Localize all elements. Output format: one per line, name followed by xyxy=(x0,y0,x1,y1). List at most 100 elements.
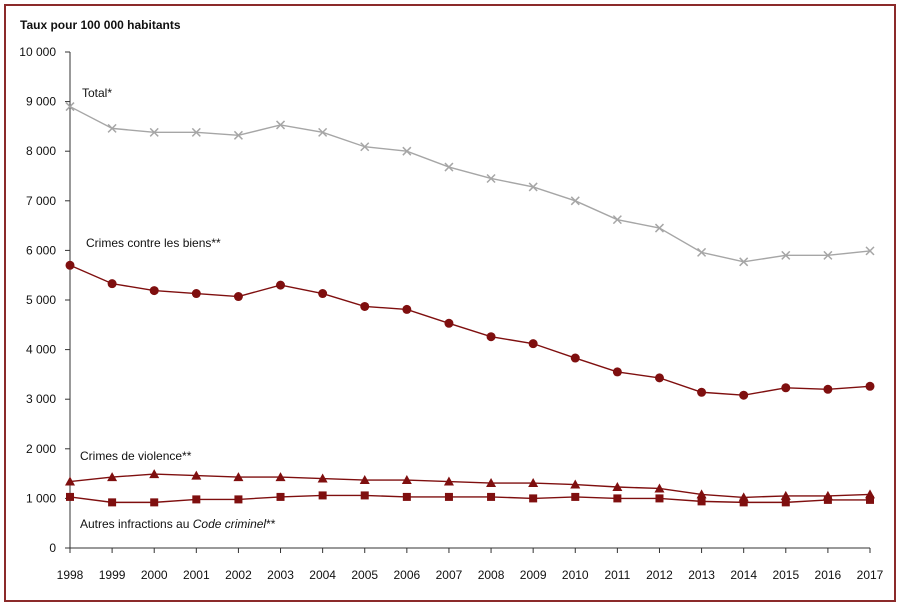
y-axis-title: Taux pour 100 000 habitants xyxy=(20,18,181,32)
annotation-layer: Total* Crimes contre les biens** Crimes … xyxy=(80,86,276,531)
point-violence xyxy=(780,490,791,500)
point-autres xyxy=(697,497,706,506)
label-autres-prefix: Autres infractions au xyxy=(80,517,193,531)
point-autres xyxy=(444,492,453,501)
point-total xyxy=(444,162,454,172)
point-total xyxy=(149,127,159,137)
label-violence: Crimes de violence** xyxy=(80,449,192,463)
point-biens xyxy=(402,304,412,314)
point-autres xyxy=(866,495,874,504)
point-biens xyxy=(360,301,370,311)
point-biens xyxy=(781,383,791,393)
point-biens xyxy=(823,384,833,394)
point-total xyxy=(402,146,412,156)
x-tick-label: 2014 xyxy=(730,568,757,582)
y-tick-label: 3 000 xyxy=(26,392,56,406)
point-total xyxy=(275,120,286,130)
point-biens xyxy=(865,381,875,391)
point-autres xyxy=(823,495,832,504)
x-tick-label: 2004 xyxy=(309,568,336,582)
point-total xyxy=(570,196,580,206)
x-tick-label: 2002 xyxy=(225,568,252,582)
label-total: Total* xyxy=(82,86,112,100)
point-autres xyxy=(276,492,285,501)
y-tick-label: 7 000 xyxy=(26,194,56,208)
x-tick-label: 1998 xyxy=(57,568,84,582)
point-autres xyxy=(150,498,159,507)
point-biens xyxy=(612,367,622,377)
series-line-violence xyxy=(69,473,871,499)
point-violence xyxy=(528,478,539,488)
point-total xyxy=(65,102,75,112)
point-total xyxy=(486,173,496,184)
series-line-total xyxy=(69,105,871,263)
axes: 0 1 000 2 000 3 000 4 000 5 000 6 000 7 000 8 00… xyxy=(19,45,883,582)
x-tick-label: 2017 xyxy=(857,568,884,582)
point-total xyxy=(697,247,707,257)
point-total xyxy=(865,246,875,256)
y-tick-label: 2 000 xyxy=(26,442,56,456)
label-autres-italic: Code criminel xyxy=(193,517,267,531)
point-autres xyxy=(487,492,496,501)
series-autres xyxy=(66,491,874,507)
x-tick-label: 2011 xyxy=(604,568,630,582)
point-violence xyxy=(107,472,118,482)
x-tick-label: 2001 xyxy=(183,568,210,582)
point-autres xyxy=(739,498,748,507)
x-tick-label: 2013 xyxy=(688,568,715,582)
series-line-autres xyxy=(69,494,870,504)
point-biens xyxy=(570,353,580,363)
series-line-biens xyxy=(69,264,871,396)
x-tick-label: 2006 xyxy=(393,568,420,582)
label-autres-suffix: ** xyxy=(266,517,276,531)
point-biens xyxy=(697,387,707,397)
point-violence xyxy=(191,470,202,480)
x-tick-label: 2010 xyxy=(562,568,589,582)
point-biens xyxy=(654,373,664,383)
y-tick-label: 9 000 xyxy=(26,95,56,109)
series-total xyxy=(65,102,875,267)
x-tick-label: 2005 xyxy=(351,568,378,582)
point-biens xyxy=(149,286,159,296)
point-violence xyxy=(65,476,75,486)
x-tick-label: 2003 xyxy=(267,568,294,582)
point-autres xyxy=(234,495,243,504)
label-biens: Crimes contre les biens** xyxy=(86,236,221,250)
point-violence xyxy=(401,475,412,485)
point-total xyxy=(528,182,538,192)
y-tick-label: 1 000 xyxy=(26,491,56,505)
point-biens xyxy=(233,292,243,302)
series-layer xyxy=(65,102,875,507)
point-total xyxy=(107,123,117,133)
point-violence xyxy=(149,469,160,479)
point-autres xyxy=(402,492,411,501)
point-total xyxy=(781,250,791,260)
point-autres xyxy=(192,495,201,504)
y-tick-label: 5 000 xyxy=(26,293,56,307)
point-biens xyxy=(107,279,117,289)
y-tick-label: 4 000 xyxy=(26,343,56,357)
point-violence xyxy=(275,472,286,482)
point-total xyxy=(191,127,201,137)
point-total xyxy=(360,142,370,152)
point-biens xyxy=(739,390,749,400)
y-tick-label: 8 000 xyxy=(26,144,56,158)
point-violence xyxy=(612,481,623,491)
point-violence xyxy=(233,472,244,482)
point-violence xyxy=(317,473,328,483)
point-biens xyxy=(65,260,75,270)
x-tick-label: 2016 xyxy=(815,568,842,582)
point-autres xyxy=(318,491,327,500)
y-tick-label: 0 xyxy=(49,541,56,555)
point-total xyxy=(318,127,328,137)
x-tick-label: 2015 xyxy=(772,568,799,582)
label-autres: Autres infractions au Code criminel** xyxy=(80,517,276,531)
series-biens xyxy=(65,260,875,400)
y-tick-label: 10 000 xyxy=(19,45,56,59)
point-autres xyxy=(360,491,369,500)
point-violence xyxy=(654,483,665,493)
point-autres xyxy=(655,494,664,503)
point-autres xyxy=(529,494,538,503)
point-total xyxy=(823,250,833,260)
